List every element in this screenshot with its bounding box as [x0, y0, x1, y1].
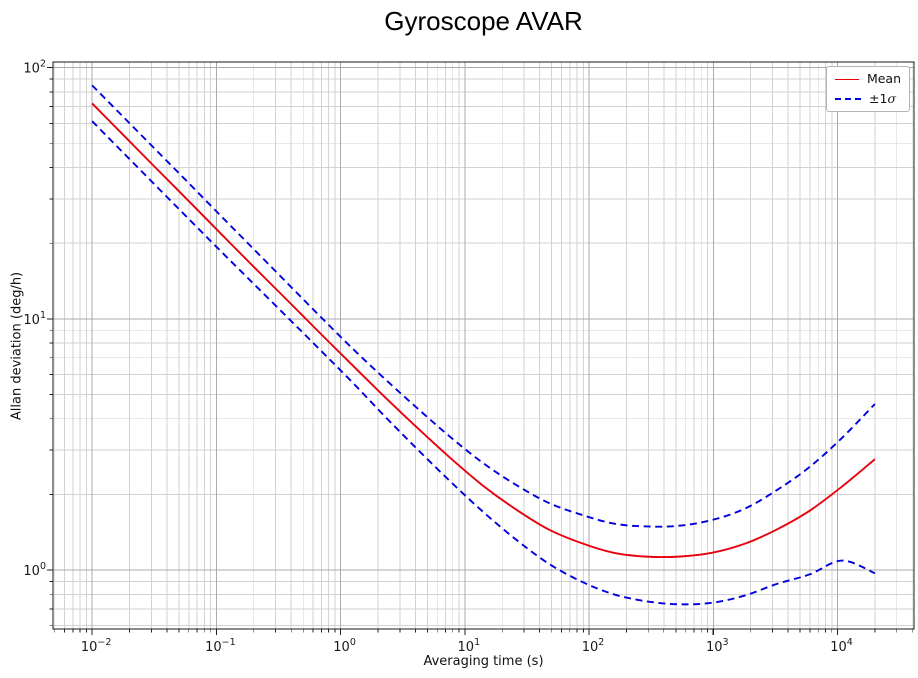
x-tick-label: 101 [458, 637, 481, 655]
chart-title: Gyroscope AVAR [384, 6, 583, 36]
curve-mean [91, 102, 876, 559]
x-tick-label: 100 [333, 637, 356, 655]
curve-upper-sigma [91, 84, 876, 528]
axis-tick-labels: 10−2 10−1 100 101 102 103 104 100 101 102 [23, 59, 852, 655]
x-tick-label: 10−2 [81, 637, 112, 655]
legend-label-sigma: ±1σ [869, 90, 896, 106]
mean-line-sample [835, 78, 859, 80]
x-tick-label: 102 [582, 637, 605, 655]
data-curves [91, 84, 876, 606]
y-tick-label: 100 [23, 561, 46, 579]
y-tick-label: 102 [23, 59, 46, 77]
axes-spines [52, 61, 915, 630]
x-tick-label: 103 [706, 637, 729, 655]
y-tick-label: 101 [23, 310, 46, 328]
grid-major-lines [53, 62, 914, 629]
legend-item-sigma: ±1σ [835, 90, 901, 106]
grid-minor-lines [53, 62, 914, 629]
legend: Mean ±1σ [826, 66, 910, 112]
curve-lower-sigma [91, 120, 876, 606]
axis-ticks [47, 67, 913, 635]
x-tick-label: 10−1 [205, 637, 236, 655]
legend-label-mean: Mean [866, 71, 901, 86]
x-axis-label: Averaging time (s) [423, 654, 544, 669]
sigma-line-sample [835, 97, 861, 100]
y-axis-label: Allan deviation (deg/h) [9, 271, 25, 421]
legend-item-mean: Mean [835, 71, 901, 86]
plot-border [52, 61, 915, 630]
x-tick-label: 104 [830, 637, 853, 655]
